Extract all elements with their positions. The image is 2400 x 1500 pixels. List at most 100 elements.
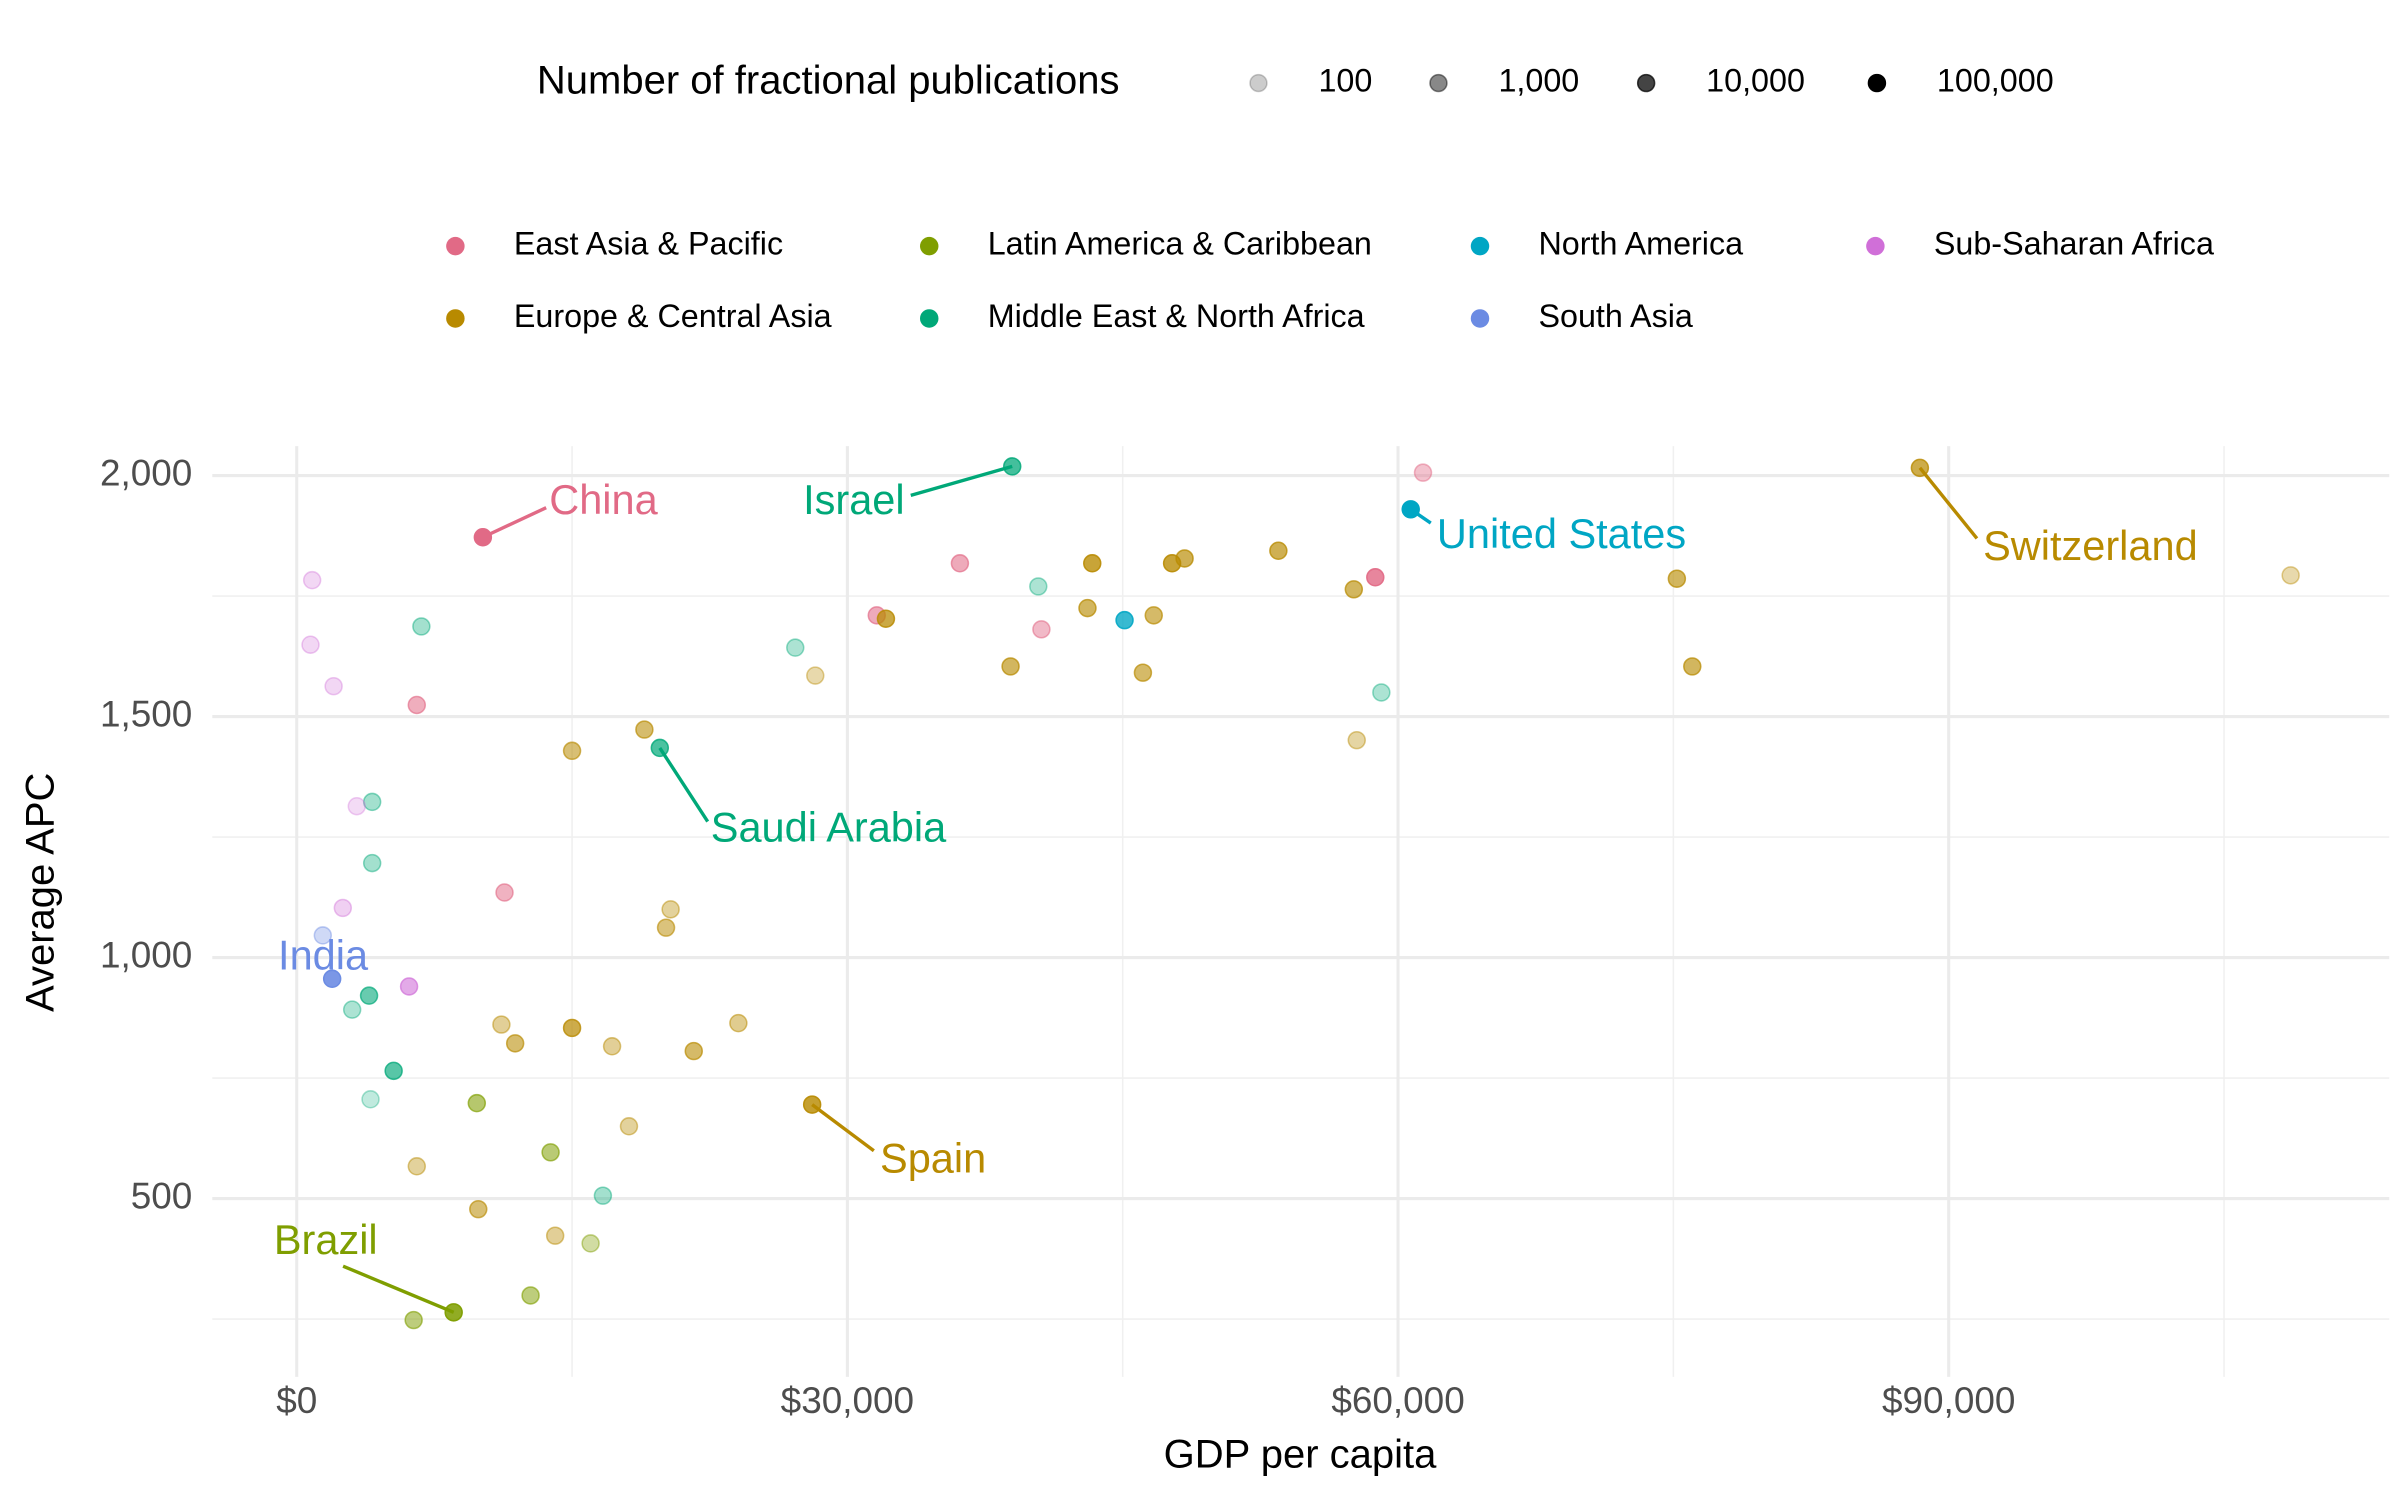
label-leader [342,1264,455,1314]
point [619,1117,639,1136]
point [1001,657,1020,676]
size-legend-key [1867,73,1887,93]
point-label: Spain [880,1135,986,1182]
point [541,1143,560,1162]
point-label: Israel [803,476,905,523]
point [362,853,382,873]
point [301,635,320,654]
point [602,1037,622,1056]
y-tick-label: 2,000 [100,452,192,493]
legend-key [920,236,939,256]
point [469,1199,488,1219]
label-leader [482,506,547,539]
point-label: Saudi Arabia [711,804,947,851]
x-tick-label: $30,000 [781,1380,914,1421]
point [467,1093,487,1113]
point [1413,463,1433,482]
point [384,1061,403,1081]
size-legend-label: 100 [1318,63,1372,99]
label-leader [811,1103,875,1153]
point [656,918,676,937]
size-legend-label: 1,000 [1498,63,1579,99]
legend-label: Middle East & North Africa [988,298,1365,334]
point [1083,554,1102,573]
point [404,1310,423,1330]
point [1344,580,1364,599]
point [342,1000,362,1019]
point [361,1090,380,1109]
point [1115,610,1134,630]
legend-label: East Asia & Pacific [514,226,783,262]
point [495,883,514,902]
legend-label: Europe & Central Asia [514,298,832,334]
legend-key [920,309,939,328]
point [1347,730,1366,750]
legend-label: Latin America & Caribbean [988,226,1372,262]
point-label: Brazil [274,1216,378,1263]
label-leader [1409,507,1432,525]
point [505,1034,525,1053]
point [1078,598,1097,618]
size-legend-key [1429,73,1448,93]
point [1144,606,1163,625]
point [407,695,427,715]
point [635,720,654,739]
point [593,1186,613,1205]
y-tick-label: 500 [131,1175,193,1216]
label-leader [658,746,710,823]
point-label: United States [1437,510,1686,557]
point-label: India [278,931,369,978]
point [521,1286,540,1305]
point [333,898,353,918]
point-label: Switzerland [1983,522,2198,569]
size-legend-key [1636,73,1656,93]
point [359,986,379,1005]
point [473,528,493,547]
legend-key [446,236,465,256]
size-legend-label: 100,000 [1937,63,2054,99]
point [1032,620,1051,639]
point [661,900,680,919]
point [786,638,805,657]
point [322,969,342,989]
point [729,1013,748,1033]
point [1667,569,1687,588]
y-tick-label: 1,000 [100,934,192,975]
x-axis-title: GDP per capita [1164,1432,1437,1476]
x-tick-label: $60,000 [1331,1380,1464,1421]
legend-label: Sub-Saharan Africa [1934,226,2214,262]
point [412,617,431,636]
legend-key [1866,236,1885,256]
point [347,796,366,816]
legend-label: South Asia [1538,298,1692,334]
point [1269,541,1288,560]
point [1029,577,1048,596]
point [1372,683,1391,702]
point [407,1157,427,1176]
point [950,554,970,573]
point [581,1234,600,1253]
x-tick-label: $90,000 [1882,1380,2015,1421]
point [313,926,333,945]
point [1133,663,1153,682]
point [684,1041,703,1061]
point [876,609,896,628]
label-leader [1918,466,1979,540]
point [1683,657,1702,676]
size-legend-label: 10,000 [1706,63,1805,99]
legend-key [1470,236,1490,256]
point [806,666,825,685]
point [562,1018,582,1038]
size-legend-key [1249,73,1268,93]
point [492,1015,511,1034]
point-label: China [549,476,658,523]
point [1366,568,1385,587]
legend-label: North America [1538,226,1743,262]
legend-key [446,309,465,328]
point [562,741,582,761]
y-tick-label: 1,500 [100,693,192,734]
size-legend-title: Number of fractional publications [537,59,1120,103]
point [324,676,343,696]
point [399,977,419,996]
